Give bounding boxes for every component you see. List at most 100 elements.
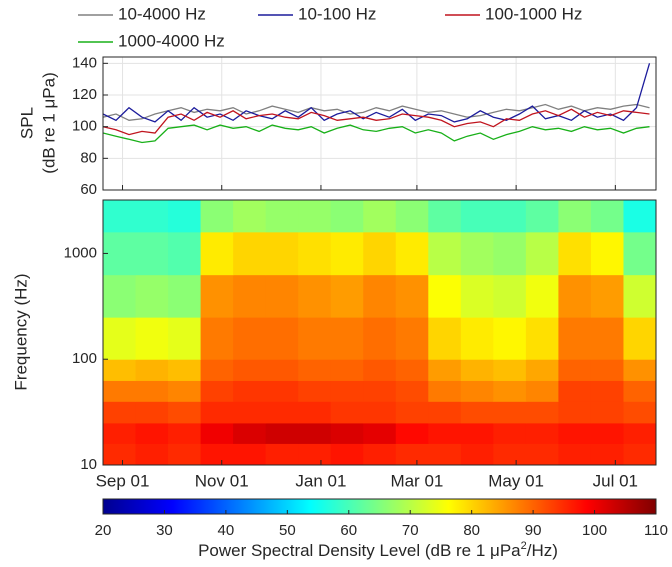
- heat-cell: [395, 401, 429, 424]
- heat-cell: [623, 317, 657, 360]
- heat-cell: [103, 401, 137, 424]
- heat-cell: [493, 380, 527, 402]
- colorbar-tick-label: 40: [218, 522, 235, 539]
- heat-cell: [460, 200, 494, 233]
- heat-cell: [460, 422, 494, 444]
- legend-label: 100-1000 Hz: [485, 4, 582, 23]
- heat-cell: [330, 422, 364, 444]
- heat-cell: [168, 422, 202, 444]
- colorbar-tick-label: 70: [402, 522, 419, 539]
- heat-cell: [525, 401, 559, 424]
- y-tick-label: 100: [72, 350, 97, 367]
- heat-cell: [558, 422, 592, 444]
- heat-cell: [395, 274, 429, 318]
- heat-cell: [200, 317, 234, 360]
- heat-cell: [265, 443, 299, 466]
- x-tick-label: Sep 01: [96, 471, 150, 490]
- heat-cell: [233, 200, 267, 233]
- heat-cell: [460, 401, 494, 424]
- heat-cell: [168, 380, 202, 402]
- heat-cell: [428, 231, 462, 276]
- plot-area: [103, 57, 656, 190]
- heat-cell: [395, 443, 429, 466]
- heat-cell: [233, 443, 267, 466]
- heat-cell: [428, 401, 462, 424]
- heat-cell: [330, 200, 364, 233]
- heat-cell: [135, 231, 169, 276]
- heat-cell: [590, 380, 624, 402]
- heat-cell: [330, 401, 364, 424]
- heat-cell: [493, 200, 527, 233]
- heat-cell: [265, 317, 299, 360]
- heat-cell: [265, 422, 299, 444]
- heat-cell: [525, 422, 559, 444]
- y-tick-label: 100: [72, 118, 97, 135]
- heat-cell: [590, 443, 624, 466]
- heat-cell: [265, 200, 299, 233]
- heat-cell: [135, 443, 169, 466]
- heat-cell: [493, 274, 527, 318]
- x-tick-label: May 01: [488, 471, 544, 490]
- heat-cell: [265, 274, 299, 318]
- heat-cell: [200, 422, 234, 444]
- heat-cell: [298, 317, 332, 360]
- heat-cell: [233, 274, 267, 318]
- heat-cell: [103, 274, 137, 318]
- heat-cell: [428, 317, 462, 360]
- data-line: [103, 124, 650, 144]
- y-tick-label: 80: [80, 149, 97, 166]
- heat-cell: [363, 380, 397, 402]
- heat-cell: [558, 231, 592, 276]
- heat-cell: [395, 380, 429, 402]
- heat-cell: [493, 401, 527, 424]
- heat-cell: [265, 401, 299, 424]
- heat-cell: [135, 317, 169, 360]
- heat-cell: [168, 443, 202, 466]
- heat-cell: [363, 401, 397, 424]
- heat-cell: [330, 317, 364, 360]
- heat-cell: [103, 317, 137, 360]
- heat-cell: [330, 359, 364, 381]
- x-tick-label: Nov 01: [195, 471, 249, 490]
- heat-cell: [265, 231, 299, 276]
- heat-cell: [590, 317, 624, 360]
- colorbar-tick-label: 20: [95, 522, 112, 539]
- heat-cell: [493, 317, 527, 360]
- heat-cell: [558, 401, 592, 424]
- y-tick-label: 60: [80, 181, 97, 198]
- heat-cell: [623, 401, 657, 424]
- heat-cell: [103, 231, 137, 276]
- heat-cell: [590, 401, 624, 424]
- heat-cell: [493, 359, 527, 381]
- heat-cell: [493, 231, 527, 276]
- heat-cell: [623, 359, 657, 381]
- line-area: [103, 57, 656, 190]
- heat-cell: [623, 443, 657, 466]
- colorbar: [102, 498, 657, 515]
- heat-cell: [103, 380, 137, 402]
- heat-cell: [558, 380, 592, 402]
- heat-cell: [298, 359, 332, 381]
- heat-cell: [200, 274, 234, 318]
- heat-cell: [460, 231, 494, 276]
- heat-cell: [330, 274, 364, 318]
- x-tick-label: Jan 01: [295, 471, 346, 490]
- heat-cell: [103, 422, 137, 444]
- heat-cell: [330, 380, 364, 402]
- heat-cell: [428, 380, 462, 402]
- heat-cell: [233, 317, 267, 360]
- heat-cell: [233, 401, 267, 424]
- heat-cell: [135, 274, 169, 318]
- heat-cell: [363, 317, 397, 360]
- heat-cell: [590, 422, 624, 444]
- heat-cell: [200, 359, 234, 381]
- axes-frame: [102, 199, 657, 466]
- heat-cell: [200, 231, 234, 276]
- heat-cell: [428, 274, 462, 318]
- heat-cell: [623, 274, 657, 318]
- heat-cell: [168, 274, 202, 318]
- heat-cell: [395, 231, 429, 276]
- y-axis-label: SPL: [17, 107, 36, 139]
- heat-cell: [168, 317, 202, 360]
- heat-cell: [558, 359, 592, 381]
